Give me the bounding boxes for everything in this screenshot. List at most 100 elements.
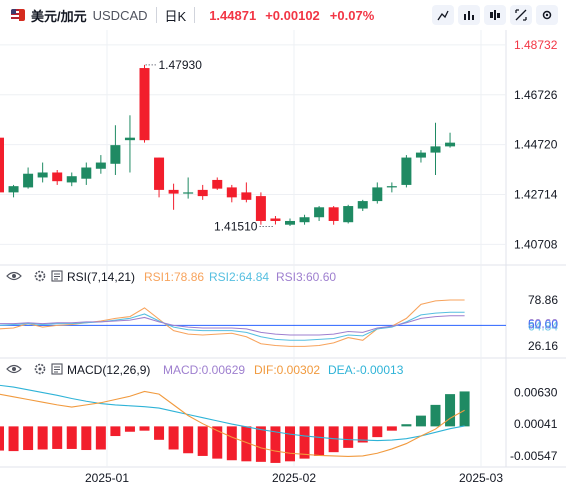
rsi-midline-label: 50.00 <box>528 317 558 331</box>
candle-body <box>415 152 426 158</box>
candle-body <box>255 196 266 221</box>
candle-body <box>285 220 295 225</box>
rsi-series-line <box>0 311 465 341</box>
candle-body <box>212 179 223 189</box>
rsi2-value: RSI2:64.84 <box>209 270 269 284</box>
macd-histogram-bar <box>226 426 237 461</box>
macd-histogram-bar <box>66 426 77 449</box>
candle-body <box>241 192 252 200</box>
macd-histogram-bar <box>8 426 19 452</box>
compare-icon[interactable] <box>432 5 454 25</box>
macd-histogram-bar <box>212 426 223 459</box>
rsi-pane <box>0 299 506 347</box>
indicators-icon[interactable] <box>458 5 480 25</box>
grid <box>0 30 506 467</box>
candle-body <box>8 186 19 193</box>
macd-histogram-bar <box>23 426 34 451</box>
macd-histogram-bar <box>270 426 281 463</box>
eye-icon[interactable] <box>6 364 22 374</box>
symbol-name[interactable]: 美元/加元 <box>31 8 87 24</box>
candle-body <box>183 192 194 194</box>
ca-flag-icon <box>19 9 25 21</box>
candle-body <box>168 189 179 194</box>
gear-icon[interactable] <box>34 270 46 282</box>
macd-histogram-bar <box>386 426 397 431</box>
source-code-icon[interactable] <box>51 363 63 375</box>
chart-header: 美元/加元 USDCAD 日K 1.44871 +0.00102 +0.07% <box>0 0 566 30</box>
time-axis-label: 2025-02 <box>272 471 316 485</box>
rsi-title: RSI(7,14,21) <box>67 270 135 284</box>
rsi1-value: RSI1:78.86 <box>144 270 204 284</box>
axes: 1.48732 1.46726 1.44720 1.42714 1.40708 2025-… <box>85 38 560 485</box>
dea-value: DEA:-0.00013 <box>328 363 404 377</box>
macd-histogram-bar <box>241 426 252 462</box>
high-price-label: 1.47930 <box>159 58 203 72</box>
macd-histogram-bar <box>314 426 325 456</box>
rsi3-axis-label: 60.60 <box>528 316 558 330</box>
rsi-label-box <box>522 318 560 332</box>
candle-body <box>328 207 339 221</box>
last-price: 1.44871 <box>209 7 257 23</box>
macd-histogram-bar <box>0 426 4 451</box>
candle-body <box>197 189 208 197</box>
candle-body <box>52 172 63 182</box>
candle-body <box>124 137 135 141</box>
macd-histogram-bar <box>372 426 383 438</box>
price-axis-label: 1.44720 <box>514 138 558 152</box>
toolbar <box>432 5 558 25</box>
candle-body <box>81 167 92 179</box>
us-flag-canton <box>11 9 16 14</box>
rsi-axis-label: 78.86 <box>528 293 558 307</box>
fullscreen-icon[interactable] <box>510 5 532 25</box>
currency-flag-icon <box>11 9 25 21</box>
macd-line <box>0 384 465 442</box>
header-divider <box>194 7 196 23</box>
candle-body <box>66 176 77 183</box>
source-code-icon[interactable] <box>51 270 63 282</box>
price-axis-label: 1.40708 <box>514 237 558 251</box>
gear-icon[interactable] <box>34 363 46 375</box>
macd-histogram-bar <box>459 391 470 427</box>
macd-histogram-bar <box>415 415 426 427</box>
macd-histogram-bar <box>95 426 106 450</box>
macd-histogram-bar <box>255 426 266 462</box>
candle-body <box>139 68 150 141</box>
candle-body <box>154 157 165 190</box>
macd-axis-label: -0.00547 <box>510 449 558 463</box>
macd-histogram-bar <box>445 394 456 427</box>
macd-histogram-bar <box>357 426 368 443</box>
macd-histogram-bar <box>81 426 92 451</box>
dif-value: DIF:0.00302 <box>254 363 320 377</box>
layout-icon[interactable] <box>484 5 506 25</box>
candle-body <box>23 173 34 188</box>
candle-body <box>430 146 441 153</box>
rsi-series-line <box>0 315 465 336</box>
candle-body <box>357 201 368 209</box>
candle-body <box>372 187 383 202</box>
interval-selector[interactable]: 日K <box>164 8 187 24</box>
dif-line <box>0 390 465 458</box>
macd-title: MACD(12,26,9) <box>67 363 150 377</box>
candle-body <box>110 145 121 164</box>
price-axis-label: 1.48732 <box>514 38 558 52</box>
macd-histogram-bar <box>154 426 165 440</box>
candle-body <box>445 142 456 147</box>
macd-histogram-bar <box>110 426 121 437</box>
header-divider <box>155 7 157 23</box>
symbol-code: USDCAD <box>92 7 148 23</box>
macd-histogram-bar <box>401 424 412 427</box>
macd-pane <box>0 384 470 463</box>
macd-histogram-bar <box>299 426 310 459</box>
rsi-legend: RSI(7,14,21) RSI1:78.86 RSI2:64.84 RSI3:… <box>6 270 336 284</box>
us-flag-icon <box>11 9 19 21</box>
candle-body <box>299 217 310 223</box>
price-axis-label: 1.42714 <box>514 188 558 202</box>
rsi-axis-label: 26.16 <box>528 339 558 353</box>
candle-body <box>226 187 237 198</box>
settings-icon[interactable] <box>536 5 558 25</box>
macd-axis-label: 0.00041 <box>514 417 558 431</box>
candle-body <box>270 218 281 221</box>
eye-icon[interactable] <box>6 271 22 281</box>
macd-histogram-bar <box>343 426 354 448</box>
